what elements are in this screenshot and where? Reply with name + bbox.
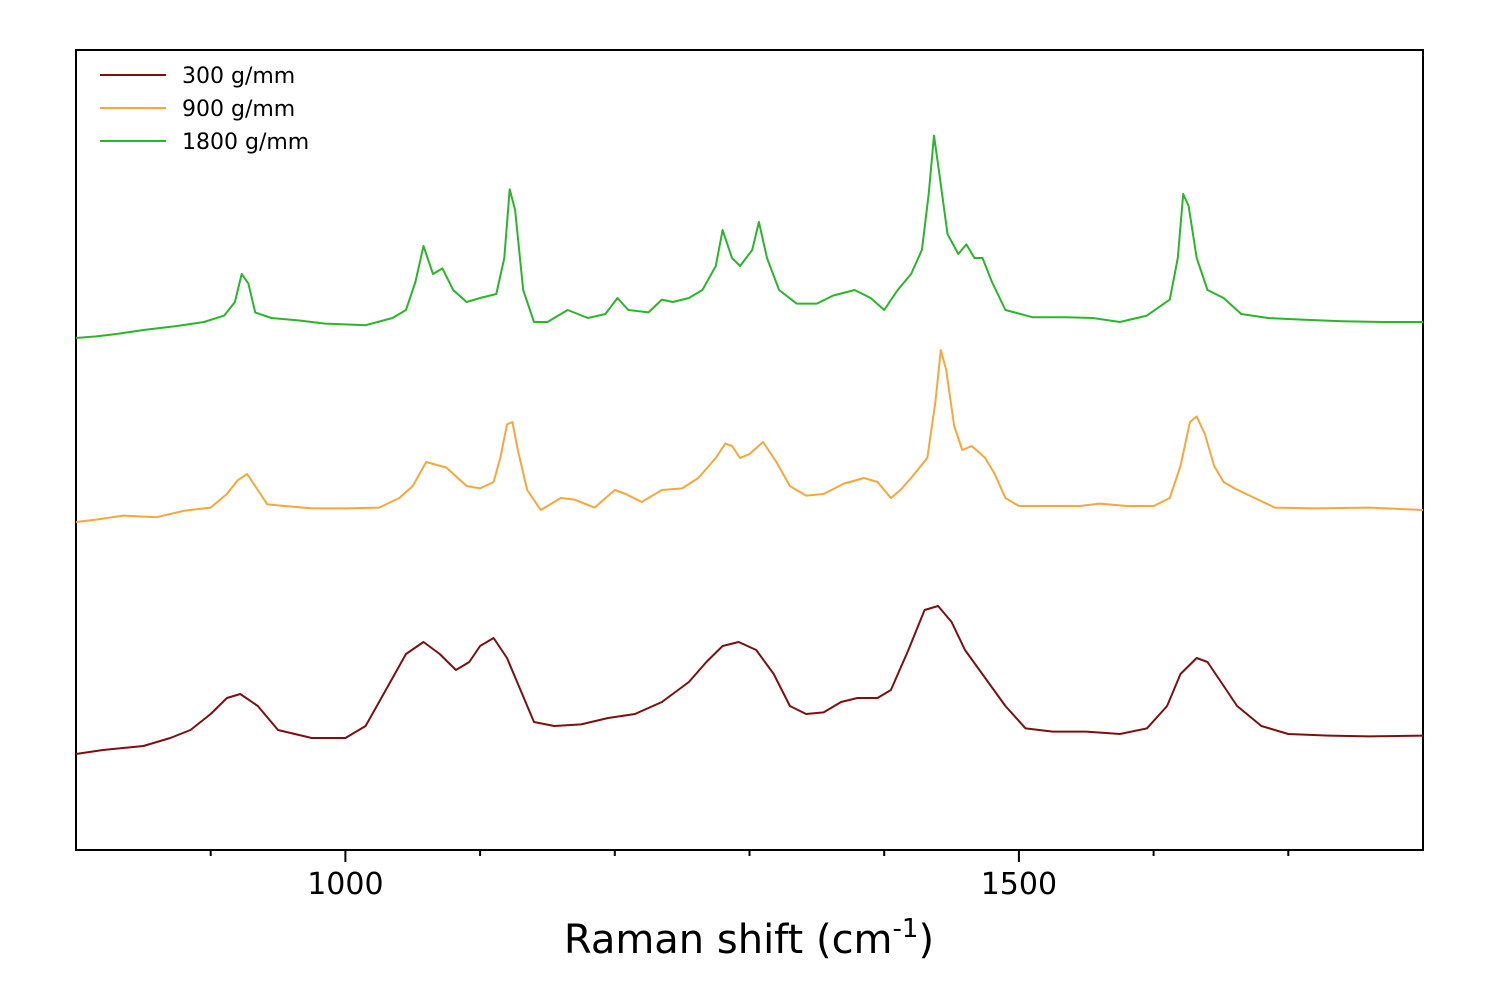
- series-lines: [75, 134, 1424, 755]
- legend-label-3: 1800 g/mm: [182, 130, 309, 155]
- legend-label-1: 300 g/mm: [182, 64, 295, 89]
- x-axis-ticks: 1000 1500: [209, 850, 1290, 902]
- legend-label-2: 900 g/mm: [182, 97, 295, 122]
- x-axis-title-sup: -1: [893, 914, 919, 944]
- series-line-2: [75, 349, 1424, 523]
- x-axis-title: Raman shift (cm-1): [564, 914, 934, 963]
- x-tick-label: 1500: [981, 867, 1057, 902]
- x-axis-title-close: ): [918, 917, 934, 963]
- series-line-3: [75, 134, 1423, 339]
- x-tick-label: 1000: [307, 867, 383, 902]
- legend: 300 g/mm 900 g/mm 1800 g/mm: [100, 64, 309, 155]
- series-line-1: [75, 605, 1424, 755]
- x-axis-title-main: Raman shift (cm: [564, 917, 893, 963]
